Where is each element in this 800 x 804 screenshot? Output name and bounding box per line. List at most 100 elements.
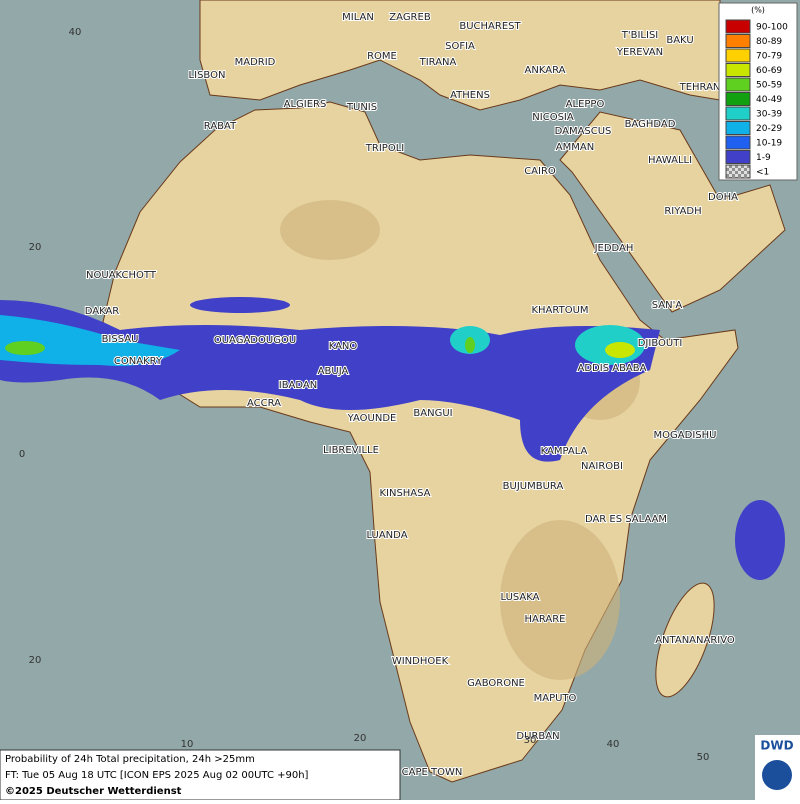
legend-swatch xyxy=(725,164,751,179)
city-label: SAN'A xyxy=(652,300,683,311)
city-label: TEHRAN xyxy=(679,82,721,93)
legend-title: (%) xyxy=(751,6,765,15)
lat-label: 40 xyxy=(69,27,82,38)
logo: DWD xyxy=(760,739,793,753)
city-label: MADRID xyxy=(235,57,276,68)
city-label: TUNIS xyxy=(346,102,377,113)
legend-swatch xyxy=(725,106,751,121)
legend-swatch xyxy=(725,77,751,92)
city-label: DURBAN xyxy=(516,731,559,742)
city-label: DAKAR xyxy=(85,306,120,317)
city-label: LUSAKA xyxy=(501,592,540,603)
city-label: KAMPALA xyxy=(541,446,588,457)
city-label: CONAKRY xyxy=(114,356,163,367)
legend-label: 1-9 xyxy=(756,153,771,163)
city-label: BUCHAREST xyxy=(459,21,521,32)
lon-label: 20 xyxy=(354,733,367,744)
city-label: NAIROBI xyxy=(581,461,623,472)
city-label: HARARE xyxy=(524,614,565,625)
city-label: IBADAN xyxy=(279,380,318,391)
graticule-labels: 40 20 0 20 10 20 30 40 50 xyxy=(19,27,710,763)
legend-label: 10-19 xyxy=(756,139,782,149)
city-label: WINDHOEK xyxy=(392,656,449,667)
legend-label: <1 xyxy=(756,168,769,178)
legend-label: 70-79 xyxy=(756,52,782,62)
city-label: ANTANANARIVO xyxy=(655,635,735,646)
city-label: MAPUTO xyxy=(534,693,577,704)
city-label: GABORONE xyxy=(467,678,525,689)
city-label: DJIBOUTI xyxy=(638,338,683,349)
legend-swatch xyxy=(725,63,751,77)
legend-swatch xyxy=(725,92,751,106)
city-label: LIBREVILLE xyxy=(323,445,379,456)
legend-swatch xyxy=(725,19,751,34)
lon-label: 50 xyxy=(697,752,710,763)
city-label: T'BILISI xyxy=(621,30,658,41)
legend-swatch xyxy=(725,135,751,150)
footer-line: FT: Tue 05 Aug 18 UTC [ICON EPS 2025 Aug… xyxy=(5,770,309,781)
city-labels: MILAN ZAGREB BUCHAREST T'BILISI BAKU SOFIA ROM… xyxy=(84,11,739,779)
city-label: ANKARA xyxy=(525,65,566,76)
city-label: MOGADISHU xyxy=(654,430,717,441)
city-label: DOHA xyxy=(708,192,738,203)
city-label: OUAGADOUGOU xyxy=(214,335,296,346)
city-label: ATHENS xyxy=(450,90,490,101)
city-label: YEREVAN xyxy=(616,47,663,58)
footer-line: Probability of 24h Total precipitation, … xyxy=(5,754,255,765)
city-label: NOUAKCHOTT xyxy=(86,270,157,281)
city-label: BAGHDAD xyxy=(625,119,676,130)
city-label: BUJUMBURA xyxy=(503,481,564,492)
city-label: NICOSIA xyxy=(532,112,574,123)
legend-label: 30-39 xyxy=(756,110,782,120)
city-label: ALGIERS xyxy=(284,99,327,110)
logo-icon xyxy=(762,760,792,790)
city-label: LUANDA xyxy=(366,530,407,541)
legend: (%) 90-100 80-89 70-79 60-69 50-59 40-49 30-39… xyxy=(718,2,798,181)
precipitation xyxy=(0,297,785,580)
lon-label: 10 xyxy=(181,739,194,750)
city-label: HAWALLI xyxy=(648,155,692,166)
city-label: DAR ES SALAAM xyxy=(585,514,667,525)
city-label: TRIPOLI xyxy=(365,143,404,154)
city-label: MILAN xyxy=(342,12,374,23)
legend-swatch xyxy=(725,34,751,48)
city-label: TIRANA xyxy=(419,57,457,68)
lat-label: 20 xyxy=(29,655,42,666)
city-label: RABAT xyxy=(204,121,237,132)
city-label: CAIRO xyxy=(524,166,556,177)
legend-swatch xyxy=(725,121,751,135)
city-label: ROME xyxy=(367,51,397,62)
city-label: DAMASCUS xyxy=(555,126,612,137)
legend-label: 60-69 xyxy=(756,66,782,76)
city-label: ZAGREB xyxy=(389,12,431,23)
lon-label: 30 xyxy=(524,735,537,746)
city-label: BISSAU xyxy=(102,334,139,345)
city-label: RIYADH xyxy=(664,206,701,217)
city-label: ALEPPO xyxy=(566,99,605,110)
legend-swatch xyxy=(725,48,751,63)
footer-box xyxy=(0,749,401,801)
footer-line: ©2025 Deutscher Wetterdienst xyxy=(5,786,182,797)
city-label: CAPE TOWN xyxy=(402,767,463,778)
legend-label: 80-89 xyxy=(756,37,782,47)
lon-label: 40 xyxy=(607,739,620,750)
city-label: YAOUNDE xyxy=(347,413,397,424)
lat-label: 20 xyxy=(29,242,42,253)
city-label: LISBON xyxy=(189,70,226,81)
city-label: BANGUI xyxy=(413,408,452,419)
legend-label: 50-59 xyxy=(756,81,782,91)
city-label: SOFIA xyxy=(445,41,475,52)
city-label: KHARTOUM xyxy=(531,305,588,316)
legend-label: 90-100 xyxy=(756,23,788,33)
city-label: BAKU xyxy=(666,35,693,46)
city-label: AMMAN xyxy=(556,142,594,153)
city-label: ADDIS ABABA xyxy=(578,363,647,374)
city-label: JEDDAH xyxy=(594,243,634,254)
legend-label: 20-29 xyxy=(756,124,782,134)
legend-swatch xyxy=(725,150,751,164)
city-label: KINSHASA xyxy=(379,488,430,499)
lat-label: 0 xyxy=(19,449,25,460)
city-label: KANO xyxy=(329,341,358,352)
legend-label: 40-49 xyxy=(756,95,782,105)
